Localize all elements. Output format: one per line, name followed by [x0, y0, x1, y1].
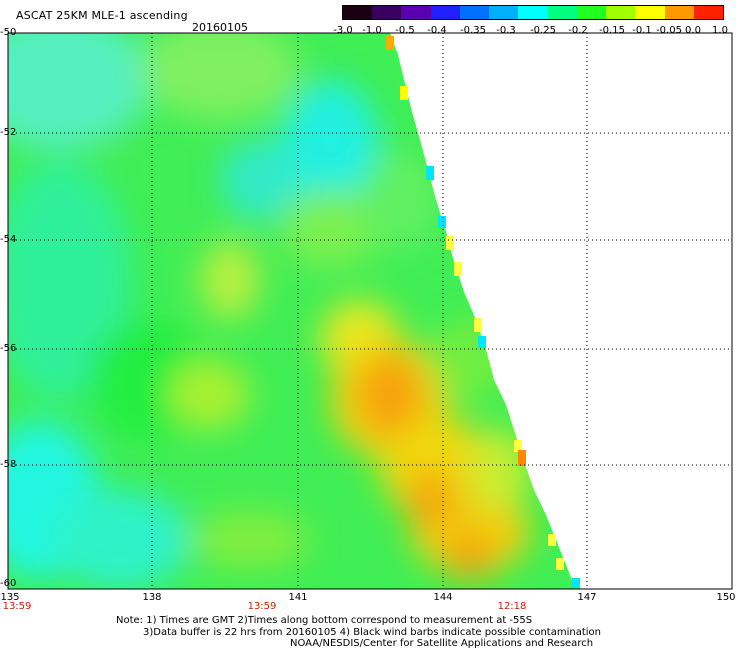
colorbar-swatch-0 [343, 6, 373, 19]
colorbar-label: -1.0 [362, 25, 382, 36]
time-label: 13:59 [2, 601, 32, 612]
wind-field [8, 33, 582, 589]
colorbar-swatch-7 [547, 6, 577, 19]
colorbar-swatch-5 [489, 6, 519, 19]
product-date: 20160105 [192, 21, 248, 34]
colorbar-label: -0.25 [530, 25, 556, 36]
lon-label: 138 [142, 592, 162, 603]
lat-label: -54 [0, 234, 17, 245]
time-label: 13:59 [247, 601, 277, 612]
colorbar-swatch-10 [635, 6, 665, 19]
lon-label: 144 [433, 592, 453, 603]
colorbar-label: -0.2 [568, 25, 588, 36]
colorbar-label: -0.1 [632, 25, 652, 36]
note-line-2: 3)Data buffer is 22 hrs from 20160105 4)… [143, 627, 601, 638]
colorbar-swatch-4 [459, 6, 490, 19]
lon-label: 150 [716, 592, 736, 603]
lat-label: -52 [0, 127, 17, 138]
colorbar-label: -0.3 [496, 25, 516, 36]
graticule [8, 33, 732, 589]
colorbar-label: 0.0 [685, 25, 701, 36]
colorbar-swatch-11 [664, 6, 694, 19]
lat-label: -56 [0, 343, 17, 354]
colorbar [342, 5, 724, 20]
colorbar-label: -0.15 [599, 25, 625, 36]
colorbar-swatch-6 [518, 6, 548, 19]
map-frame [7, 32, 733, 590]
colorbar-swatch-8 [576, 6, 607, 19]
note-line-3: NOAA/NESDIS/Center for Satellite Applica… [290, 638, 594, 649]
product-title: ASCAT 25KM MLE-1 ascending [16, 9, 188, 22]
colorbar-label: -0.05 [656, 25, 682, 36]
colorbar-swatch-12 [693, 6, 724, 19]
colorbar-label: -0.35 [460, 25, 486, 36]
lon-label: 141 [288, 592, 308, 603]
time-label: 12:18 [497, 601, 527, 612]
lat-label: -50 [0, 27, 17, 38]
colorbar-swatch-3 [430, 6, 460, 19]
swath-edge-pixels [386, 36, 580, 588]
colorbar-swatch-9 [606, 6, 636, 19]
colorbar-swatch-1 [372, 6, 402, 19]
colorbar-label: -0.5 [395, 25, 415, 36]
colorbar-label: -3.0 [333, 25, 353, 36]
colorbar-swatch-2 [401, 6, 431, 19]
lat-label: -58 [0, 459, 17, 470]
lon-label: 147 [577, 592, 597, 603]
note-line-1: Note: 1) Times are GMT 2)Times along bot… [116, 615, 533, 626]
colorbar-label: -0.4 [427, 25, 447, 36]
lat-label: -60 [0, 578, 17, 589]
colorbar-label: 1.0 [712, 25, 728, 36]
lon-label: 135 [0, 592, 20, 603]
